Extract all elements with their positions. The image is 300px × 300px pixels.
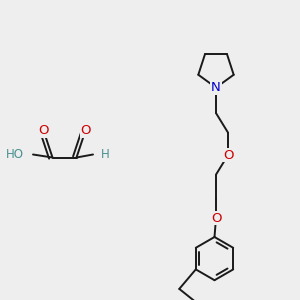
Text: N: N [211, 81, 221, 94]
Text: HO: HO [6, 148, 24, 161]
Text: O: O [211, 212, 221, 225]
Text: H: H [100, 148, 109, 161]
Text: O: O [80, 124, 91, 137]
Text: O: O [38, 124, 49, 137]
Text: O: O [223, 148, 233, 162]
